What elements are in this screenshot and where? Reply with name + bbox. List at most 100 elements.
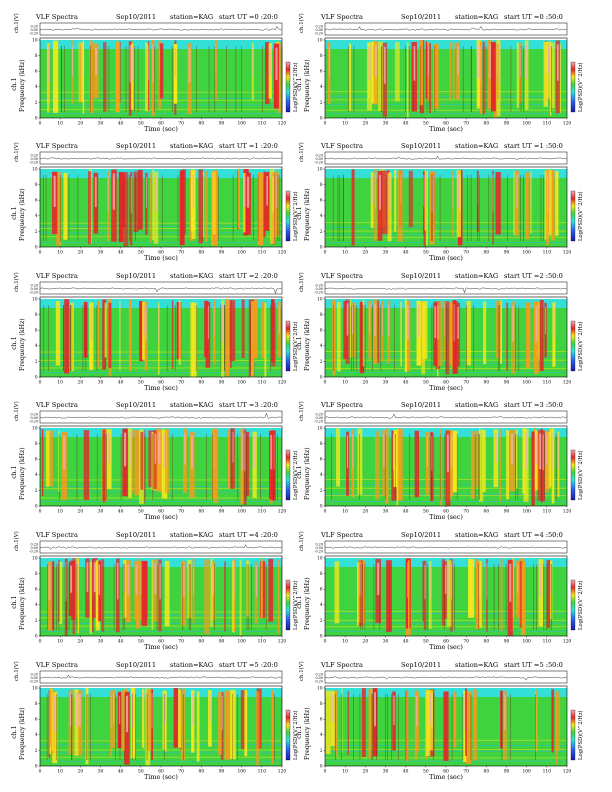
spectrogram-burst: [41, 429, 44, 496]
spectrogram-burst: [132, 428, 134, 494]
spectrogram-burst: [526, 302, 531, 368]
spectrogram-sferic: [175, 305, 176, 371]
spectrogram-burst: [102, 299, 107, 370]
y-axis-label-channel: ch.1: [296, 206, 303, 219]
y-tick-label: 0: [35, 503, 38, 508]
y-tick-label: 2: [320, 618, 323, 623]
x-tick-label: 100: [237, 510, 246, 515]
spectrogram-burst: [539, 299, 544, 371]
spectrogram-top-gap: [325, 686, 567, 688]
waveform-axis-label: ch.1(V): [298, 142, 305, 162]
y-tick-label: 4: [320, 343, 323, 348]
x-tick-label: 60: [443, 251, 449, 256]
y-tick-label: 10: [317, 425, 323, 430]
y-tick-label: 8: [35, 312, 38, 317]
spectrogram-stripe: [325, 626, 567, 628]
spectrogram-peak: [405, 303, 407, 340]
spectrogram-burst: [55, 301, 61, 366]
spectrogram-peak: [98, 564, 101, 595]
waveform-trace: [39, 544, 282, 550]
spectrogram-peak: [480, 45, 482, 82]
spectrogram-peak: [550, 564, 552, 594]
spectrogram-burst: [204, 559, 210, 635]
spectrogram-sferic: [510, 46, 512, 112]
x-tick-label: 60: [158, 251, 164, 256]
spectrogram-burst: [89, 561, 92, 634]
spectrogram-burst: [466, 300, 471, 366]
x-tick-label: 70: [463, 640, 469, 645]
spectrogram-peak: [154, 433, 157, 464]
waveform-tick-label: -0.20: [29, 31, 38, 35]
spectrogram-sferic: [381, 46, 382, 112]
spectrogram-stripe: [40, 113, 282, 115]
spectrogram-burst: [123, 172, 129, 247]
spectrogram-burst: [397, 428, 403, 501]
spectrogram-burst: [482, 41, 485, 115]
header-start-time: start UT =0 :20:0: [219, 13, 278, 21]
header-date: Sep10/2011: [116, 13, 156, 21]
spectrogram-sferic: [135, 175, 136, 241]
spectrogram-sferic: [499, 305, 500, 371]
spectrogram-burst: [171, 300, 174, 370]
spectrogram-background: [325, 38, 567, 118]
y-tick-label: 2: [35, 359, 38, 364]
y-axis-label: Frequency (kHz): [19, 707, 26, 760]
waveform-trace: [39, 25, 282, 31]
spectrogram-burst: [210, 558, 213, 627]
header-date: Sep10/2011: [401, 13, 441, 21]
y-tick-label: 4: [35, 472, 38, 477]
spectrogram-burst: [230, 300, 232, 368]
x-tick-label: 100: [237, 381, 246, 386]
spectrogram-burst: [260, 301, 266, 359]
spectrogram-background: [40, 297, 282, 377]
spectrogram-burst: [79, 43, 82, 103]
y-axis-label: Frequency (kHz): [304, 59, 311, 112]
x-tick-label: 70: [463, 381, 469, 386]
y-tick-label: 0: [320, 503, 323, 508]
spectrogram-peak: [489, 44, 491, 79]
spectrogram-burst: [351, 169, 355, 246]
y-axis-label-channel: ch.1: [296, 725, 303, 738]
waveform-tick-label: 0.20: [315, 672, 323, 676]
header-date: Sep10/2011: [116, 142, 156, 150]
spectrogram-sferic: [439, 434, 441, 500]
spectrogram-peak: [275, 47, 278, 81]
spectrogram-stripe: [40, 360, 282, 361]
header-date: Sep10/2011: [116, 401, 156, 409]
spectrogram-sferic: [59, 434, 60, 500]
y-tick-label: 10: [32, 296, 38, 301]
y-tick-label: 0: [320, 633, 323, 638]
spectrogram-high-band: [40, 688, 282, 697]
spectrogram-sferic: [535, 694, 536, 760]
spectrogram-burst: [102, 429, 106, 503]
x-tick-label: 90: [504, 640, 510, 645]
header-station: station=KAG: [170, 142, 213, 150]
spectrogram-peak: [394, 434, 396, 463]
spectrogram-burst: [63, 172, 68, 240]
waveform-frame: [39, 281, 283, 295]
spectrogram-burst: [522, 428, 526, 494]
spectrogram-burst: [82, 40, 85, 114]
spectrogram-burst: [137, 170, 143, 230]
spectrogram-peak: [117, 562, 119, 600]
x-tick-label: 100: [522, 122, 531, 127]
spectrogram-stripe: [325, 222, 567, 224]
spectrogram-burst: [148, 430, 154, 487]
header-date: Sep10/2011: [401, 272, 441, 280]
x-axis-label: Time (sec): [429, 513, 463, 521]
waveform-tick-label: -0.20: [314, 679, 323, 683]
waveform-tick-label: 0.20: [30, 24, 38, 28]
spectrogram-peak: [112, 173, 115, 210]
spectrogram-burst: [146, 689, 152, 752]
y-tick-label: 2: [35, 100, 38, 105]
spectrogram-high-band: [40, 299, 282, 308]
spectrogram-stripe: [40, 372, 282, 373]
colorbar: [570, 449, 576, 501]
spectrogram-peak: [209, 694, 211, 723]
spectrogram-burst: [205, 171, 208, 242]
x-tick-label: 50: [423, 640, 429, 645]
spectrogram-peak: [458, 174, 460, 208]
spectrogram-peak: [264, 306, 266, 344]
spectrogram-peak: [512, 305, 514, 342]
